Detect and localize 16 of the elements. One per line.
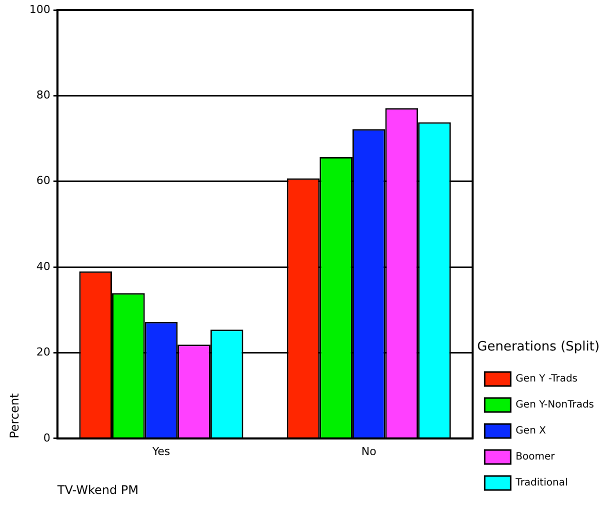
- y-tick-label: 40: [36, 260, 50, 273]
- x-tick-label: No: [361, 444, 377, 458]
- legend-label: Boomer: [516, 452, 556, 463]
- y-tick-label: 80: [36, 88, 50, 102]
- legend-title: Generations (Split): [477, 339, 600, 354]
- x-axis-title: TV-Wkend PM: [56, 482, 138, 497]
- y-tick-label: 100: [29, 2, 50, 16]
- y-axis-title: Percent: [7, 392, 22, 438]
- legend-label: Traditional: [514, 478, 568, 489]
- x-tick-label: Yes: [151, 444, 170, 458]
- y-tick-label: 0: [43, 431, 50, 444]
- y-tick-label: 60: [36, 174, 50, 188]
- legend-label: Gen Y-NonTrads: [516, 400, 594, 411]
- legend-label: Gen X: [516, 426, 546, 437]
- legend-label: Gen Y -Trads: [516, 374, 578, 385]
- y-tick-label: 20: [36, 346, 50, 359]
